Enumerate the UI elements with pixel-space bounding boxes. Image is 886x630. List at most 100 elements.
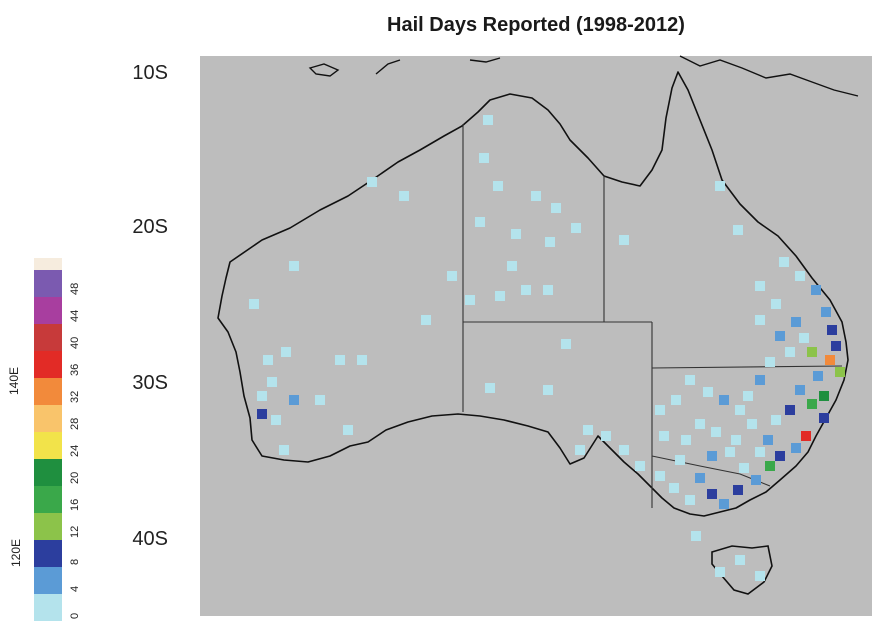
legend-swatch — [34, 378, 62, 405]
hail-cell — [795, 385, 805, 395]
hail-cell — [543, 385, 553, 395]
hail-cell — [733, 225, 743, 235]
legend-swatch — [34, 405, 62, 432]
hail-cell — [447, 271, 457, 281]
hail-cell — [785, 405, 795, 415]
hail-cell — [831, 341, 841, 351]
hail-cell — [655, 405, 665, 415]
hail-cell — [747, 419, 757, 429]
hail-cell — [807, 399, 817, 409]
hail-cell — [755, 447, 765, 457]
legend-swatch — [34, 270, 62, 297]
hail-cell — [791, 443, 801, 453]
hail-cell — [675, 455, 685, 465]
legend-swatch — [34, 540, 62, 567]
legend-tick-label: 28 — [69, 418, 81, 430]
hail-cell — [799, 333, 809, 343]
hail-cell — [507, 261, 517, 271]
hail-cell — [635, 461, 645, 471]
lon-label-140e: 140E — [7, 366, 22, 396]
hail-cell — [289, 261, 299, 271]
hail-cell — [289, 395, 299, 405]
legend-swatch — [34, 324, 62, 351]
lat-label-10s: 10S — [132, 62, 168, 84]
hail-cell — [257, 391, 267, 401]
hail-cell — [755, 315, 765, 325]
hail-cell — [775, 331, 785, 341]
new-guinea-coast — [679, 55, 859, 97]
hail-cell — [681, 435, 691, 445]
hail-cell — [771, 299, 781, 309]
hail-cell — [755, 281, 765, 291]
hail-cell — [755, 375, 765, 385]
lon-label-120e: 120E — [9, 538, 24, 568]
hail-cell — [685, 495, 695, 505]
hail-cell — [739, 463, 749, 473]
hail-cell — [619, 445, 629, 455]
hail-cell — [731, 435, 741, 445]
hail-cell — [367, 177, 377, 187]
hail-cell — [511, 229, 521, 239]
hail-cell — [695, 473, 705, 483]
hail-cell — [691, 531, 701, 541]
hail-cell — [343, 425, 353, 435]
island-coast-2 — [375, 59, 401, 75]
lat-label-40s: 40S — [132, 528, 168, 550]
hail-cell — [763, 435, 773, 445]
legend-tick-label: 48 — [69, 283, 81, 295]
hail-cell — [685, 375, 695, 385]
hail-cell — [335, 355, 345, 365]
legend-tick-label: 32 — [69, 391, 81, 403]
hail-cell — [811, 285, 821, 295]
legend-tick-label: 16 — [69, 499, 81, 511]
hail-cell — [399, 191, 409, 201]
hail-cell — [719, 499, 729, 509]
hail-cell — [719, 395, 729, 405]
hail-cell — [807, 347, 817, 357]
legend-tick-label: 0 — [69, 613, 81, 619]
hail-cell — [715, 181, 725, 191]
hail-cell — [755, 571, 765, 581]
qld-nsw-border — [651, 365, 843, 369]
hail-cell — [479, 153, 489, 163]
legend-tick-label: 8 — [69, 559, 81, 565]
legend-tick-label: 40 — [69, 337, 81, 349]
hail-cell — [695, 419, 705, 429]
legend-tick-label: 44 — [69, 310, 81, 322]
hail-cell — [835, 367, 845, 377]
legend-tick-label: 36 — [69, 364, 81, 376]
legend-tick-label: 24 — [69, 445, 81, 457]
hail-cell — [813, 371, 823, 381]
hail-cell — [357, 355, 367, 365]
hail-cell — [531, 191, 541, 201]
hail-cells — [249, 115, 845, 581]
hail-cell — [751, 475, 761, 485]
hail-cell — [475, 217, 485, 227]
hail-cell — [819, 391, 829, 401]
hail-cell — [495, 291, 505, 301]
hail-cell — [735, 405, 745, 415]
hail-cell — [825, 355, 835, 365]
lat-label-20s: 20S — [132, 216, 168, 238]
chart-title: Hail Days Reported (1998-2012) — [387, 14, 685, 36]
hail-cell — [671, 395, 681, 405]
legend-swatch — [34, 486, 62, 513]
hail-cell — [795, 271, 805, 281]
hail-cell — [775, 451, 785, 461]
hail-cell — [711, 427, 721, 437]
hail-cell — [521, 285, 531, 295]
island-coast-3 — [469, 57, 501, 63]
hail-cell — [315, 395, 325, 405]
legend-swatches — [34, 270, 62, 621]
lat-label-30s: 30S — [132, 372, 168, 394]
legend-tick-label: 12 — [69, 526, 81, 538]
hail-cell — [551, 203, 561, 213]
legend-tick-label: 4 — [69, 586, 81, 592]
hail-cell — [281, 347, 291, 357]
legend-swatch — [34, 513, 62, 540]
hail-cell — [827, 325, 837, 335]
hail-cell — [819, 413, 829, 423]
